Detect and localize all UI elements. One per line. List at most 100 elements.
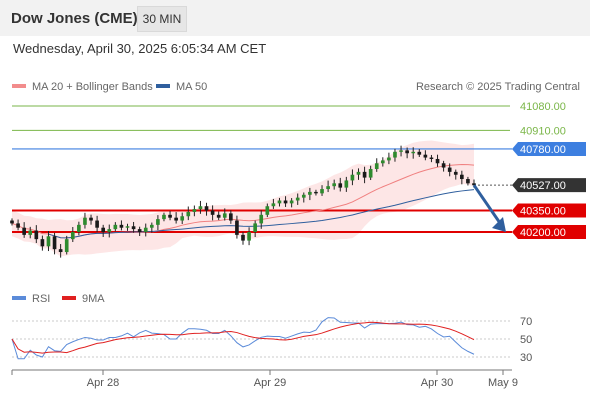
timestamp: Wednesday, April 30, 2025 6:05:34 AM CET: [13, 41, 267, 56]
candle-body: [295, 197, 300, 201]
time-tick-label: May 9: [488, 377, 518, 389]
candle-body: [125, 226, 130, 228]
candle-body: [101, 227, 106, 232]
rsi-panel: 70 50 30: [11, 316, 532, 364]
candlesticks: [10, 145, 476, 258]
candle-body: [222, 213, 227, 218]
chart-header: Dow Jones (CME) 30 MIN: [0, 0, 590, 36]
time-axis: Apr 28 Apr 29 Apr 30 May 9: [11, 369, 518, 389]
candle-body: [472, 183, 476, 186]
candle-body: [453, 171, 458, 175]
pivot-label-bg: [512, 141, 586, 156]
rsi-tick-label: 50: [520, 334, 532, 346]
legend-swatch: [12, 84, 26, 88]
rsi-9ma-line: [11, 321, 475, 354]
candle-body: [198, 206, 203, 210]
rsi-legend-label: RSI: [32, 293, 50, 305]
candle-body: [405, 150, 409, 154]
last-price-label-bg: [512, 178, 586, 193]
rsi-tick-label: 70: [520, 316, 532, 328]
candle-body: [22, 227, 26, 235]
candle-body: [216, 214, 221, 218]
candle-body: [332, 183, 337, 187]
candle-body: [374, 163, 379, 169]
copyright-text: Research © 2025 Trading Central: [416, 81, 580, 93]
rsi-line: [11, 317, 475, 360]
candle-body: [435, 158, 440, 164]
main-legend: MA 20 + Bollinger Bands MA 50: [12, 81, 207, 93]
candle-body: [235, 220, 239, 235]
candle-body: [77, 224, 81, 232]
support-label-bg: [512, 225, 586, 239]
candle-body: [162, 214, 166, 220]
candle-body: [466, 179, 470, 184]
candle-body: [362, 171, 367, 178]
resistance-label: 41080.00: [520, 101, 566, 113]
candle-body: [210, 210, 215, 215]
candle-body: [417, 151, 422, 155]
candle-body: [387, 157, 391, 161]
rsi-legend-swatch: [12, 296, 26, 300]
candle-body: [83, 217, 87, 225]
candle-body: [52, 236, 57, 250]
rsi-legend: RSI 9MA: [12, 293, 105, 305]
candle-body: [350, 174, 355, 181]
candle-body: [380, 160, 385, 164]
candle-body: [34, 230, 39, 240]
candle-body: [320, 189, 324, 194]
candle-body: [308, 191, 312, 195]
legend-label: MA 20 + Bollinger Bands: [32, 81, 153, 93]
candle-body: [40, 239, 45, 247]
candle-body: [283, 200, 288, 204]
candle-body: [58, 249, 63, 253]
candle-body: [107, 229, 112, 232]
candle-body: [344, 180, 349, 188]
time-tick-label: Apr 30: [421, 377, 453, 389]
candle-body: [156, 219, 160, 225]
candle-body: [441, 163, 446, 168]
candle-body: [277, 200, 282, 204]
candle-body: [423, 154, 428, 158]
candle-body: [253, 223, 257, 232]
candle-body: [447, 167, 452, 172]
time-tick-label: Apr 29: [254, 377, 286, 389]
candle-body: [174, 217, 178, 221]
interval-button[interactable]: 30 MIN: [137, 6, 187, 32]
candle-body: [168, 214, 172, 218]
candle-body: [271, 203, 276, 207]
resistance-label: 40910.00: [520, 125, 566, 137]
candle-body: [393, 151, 397, 158]
candle-body: [326, 186, 330, 190]
candle-body: [204, 206, 209, 211]
candle-body: [131, 226, 136, 230]
rsi-legend-swatch: [62, 296, 76, 300]
candle-body: [89, 217, 93, 221]
candle-body: [241, 234, 245, 241]
candle-body: [314, 191, 318, 194]
last-price-label: 40527.00: [520, 180, 566, 192]
candle-body: [247, 232, 251, 241]
candle-body: [64, 239, 69, 253]
rsi-tick-label: 30: [520, 352, 532, 364]
candle-body: [356, 171, 361, 175]
candle-body: [149, 224, 154, 228]
candle-body: [70, 232, 75, 240]
time-tick-label: Apr 28: [87, 377, 119, 389]
candle-body: [119, 224, 124, 228]
candle-body: [46, 236, 51, 247]
candle-body: [411, 151, 416, 154]
pivot-label: 40780.00: [520, 144, 566, 156]
candle-body: [429, 157, 434, 159]
candle-body: [113, 224, 118, 230]
legend-swatch: [156, 84, 170, 88]
candle-body: [192, 209, 197, 212]
candle-body: [399, 150, 403, 152]
candle-body: [10, 220, 14, 224]
level-lines: [12, 105, 512, 233]
candle-body: [460, 174, 464, 180]
support-label-bg: [512, 203, 586, 218]
level-labels: 41080.00 40910.00 40780.00 40527.00 40350.00…: [512, 101, 586, 239]
candle-body: [143, 227, 148, 232]
candle-body: [259, 214, 264, 224]
